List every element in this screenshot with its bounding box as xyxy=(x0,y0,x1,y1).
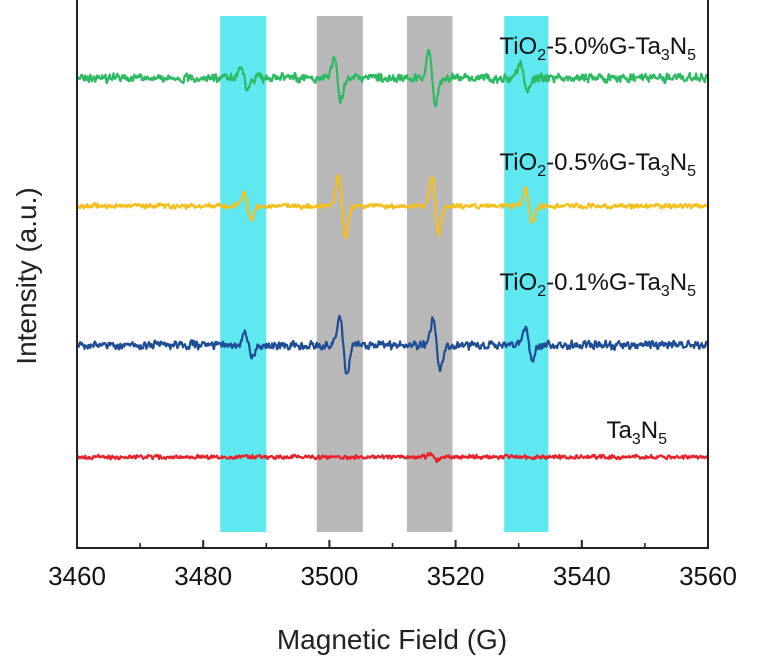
x-tick-label-6: 3560 xyxy=(679,561,737,591)
spectra-traces xyxy=(75,48,710,464)
spectrum-line-4 xyxy=(76,451,710,464)
highlight-band-3 xyxy=(407,16,453,532)
x-tick-label-2: 3480 xyxy=(174,561,232,591)
x-axis-label: Magnetic Field (G) xyxy=(276,624,508,655)
x-axis-ticks: 3460 3480 3500 3520 3540 3560 xyxy=(48,540,737,591)
x-tick-label-1: 3460 xyxy=(48,561,106,591)
spectrum-line-3 xyxy=(76,314,710,375)
x-tick-label-4: 3520 xyxy=(427,561,485,591)
series-label-4: Ta3N5 xyxy=(606,417,667,448)
x-tick-label-3: 3500 xyxy=(300,561,358,591)
series-label-2: TiO2-0.5%G-Ta3N5 xyxy=(499,149,696,180)
highlight-band-1 xyxy=(220,16,267,532)
spectrum-line-2 xyxy=(76,173,710,239)
series-label-3: TiO2-0.1%G-Ta3N5 xyxy=(499,269,696,300)
series-labels: TiO2-5.0%G-Ta3N5 TiO2-0.5%G-Ta3N5 TiO2-0.1… xyxy=(499,33,696,448)
x-tick-label-5: 3540 xyxy=(553,561,611,591)
y-axis-label: Intensity (a.u.) xyxy=(11,187,42,365)
highlight-bands xyxy=(220,16,549,532)
series-label-1: TiO2-5.0%G-Ta3N5 xyxy=(499,33,696,64)
spectrum-line-1 xyxy=(75,48,710,108)
highlight-band-4 xyxy=(504,16,549,532)
